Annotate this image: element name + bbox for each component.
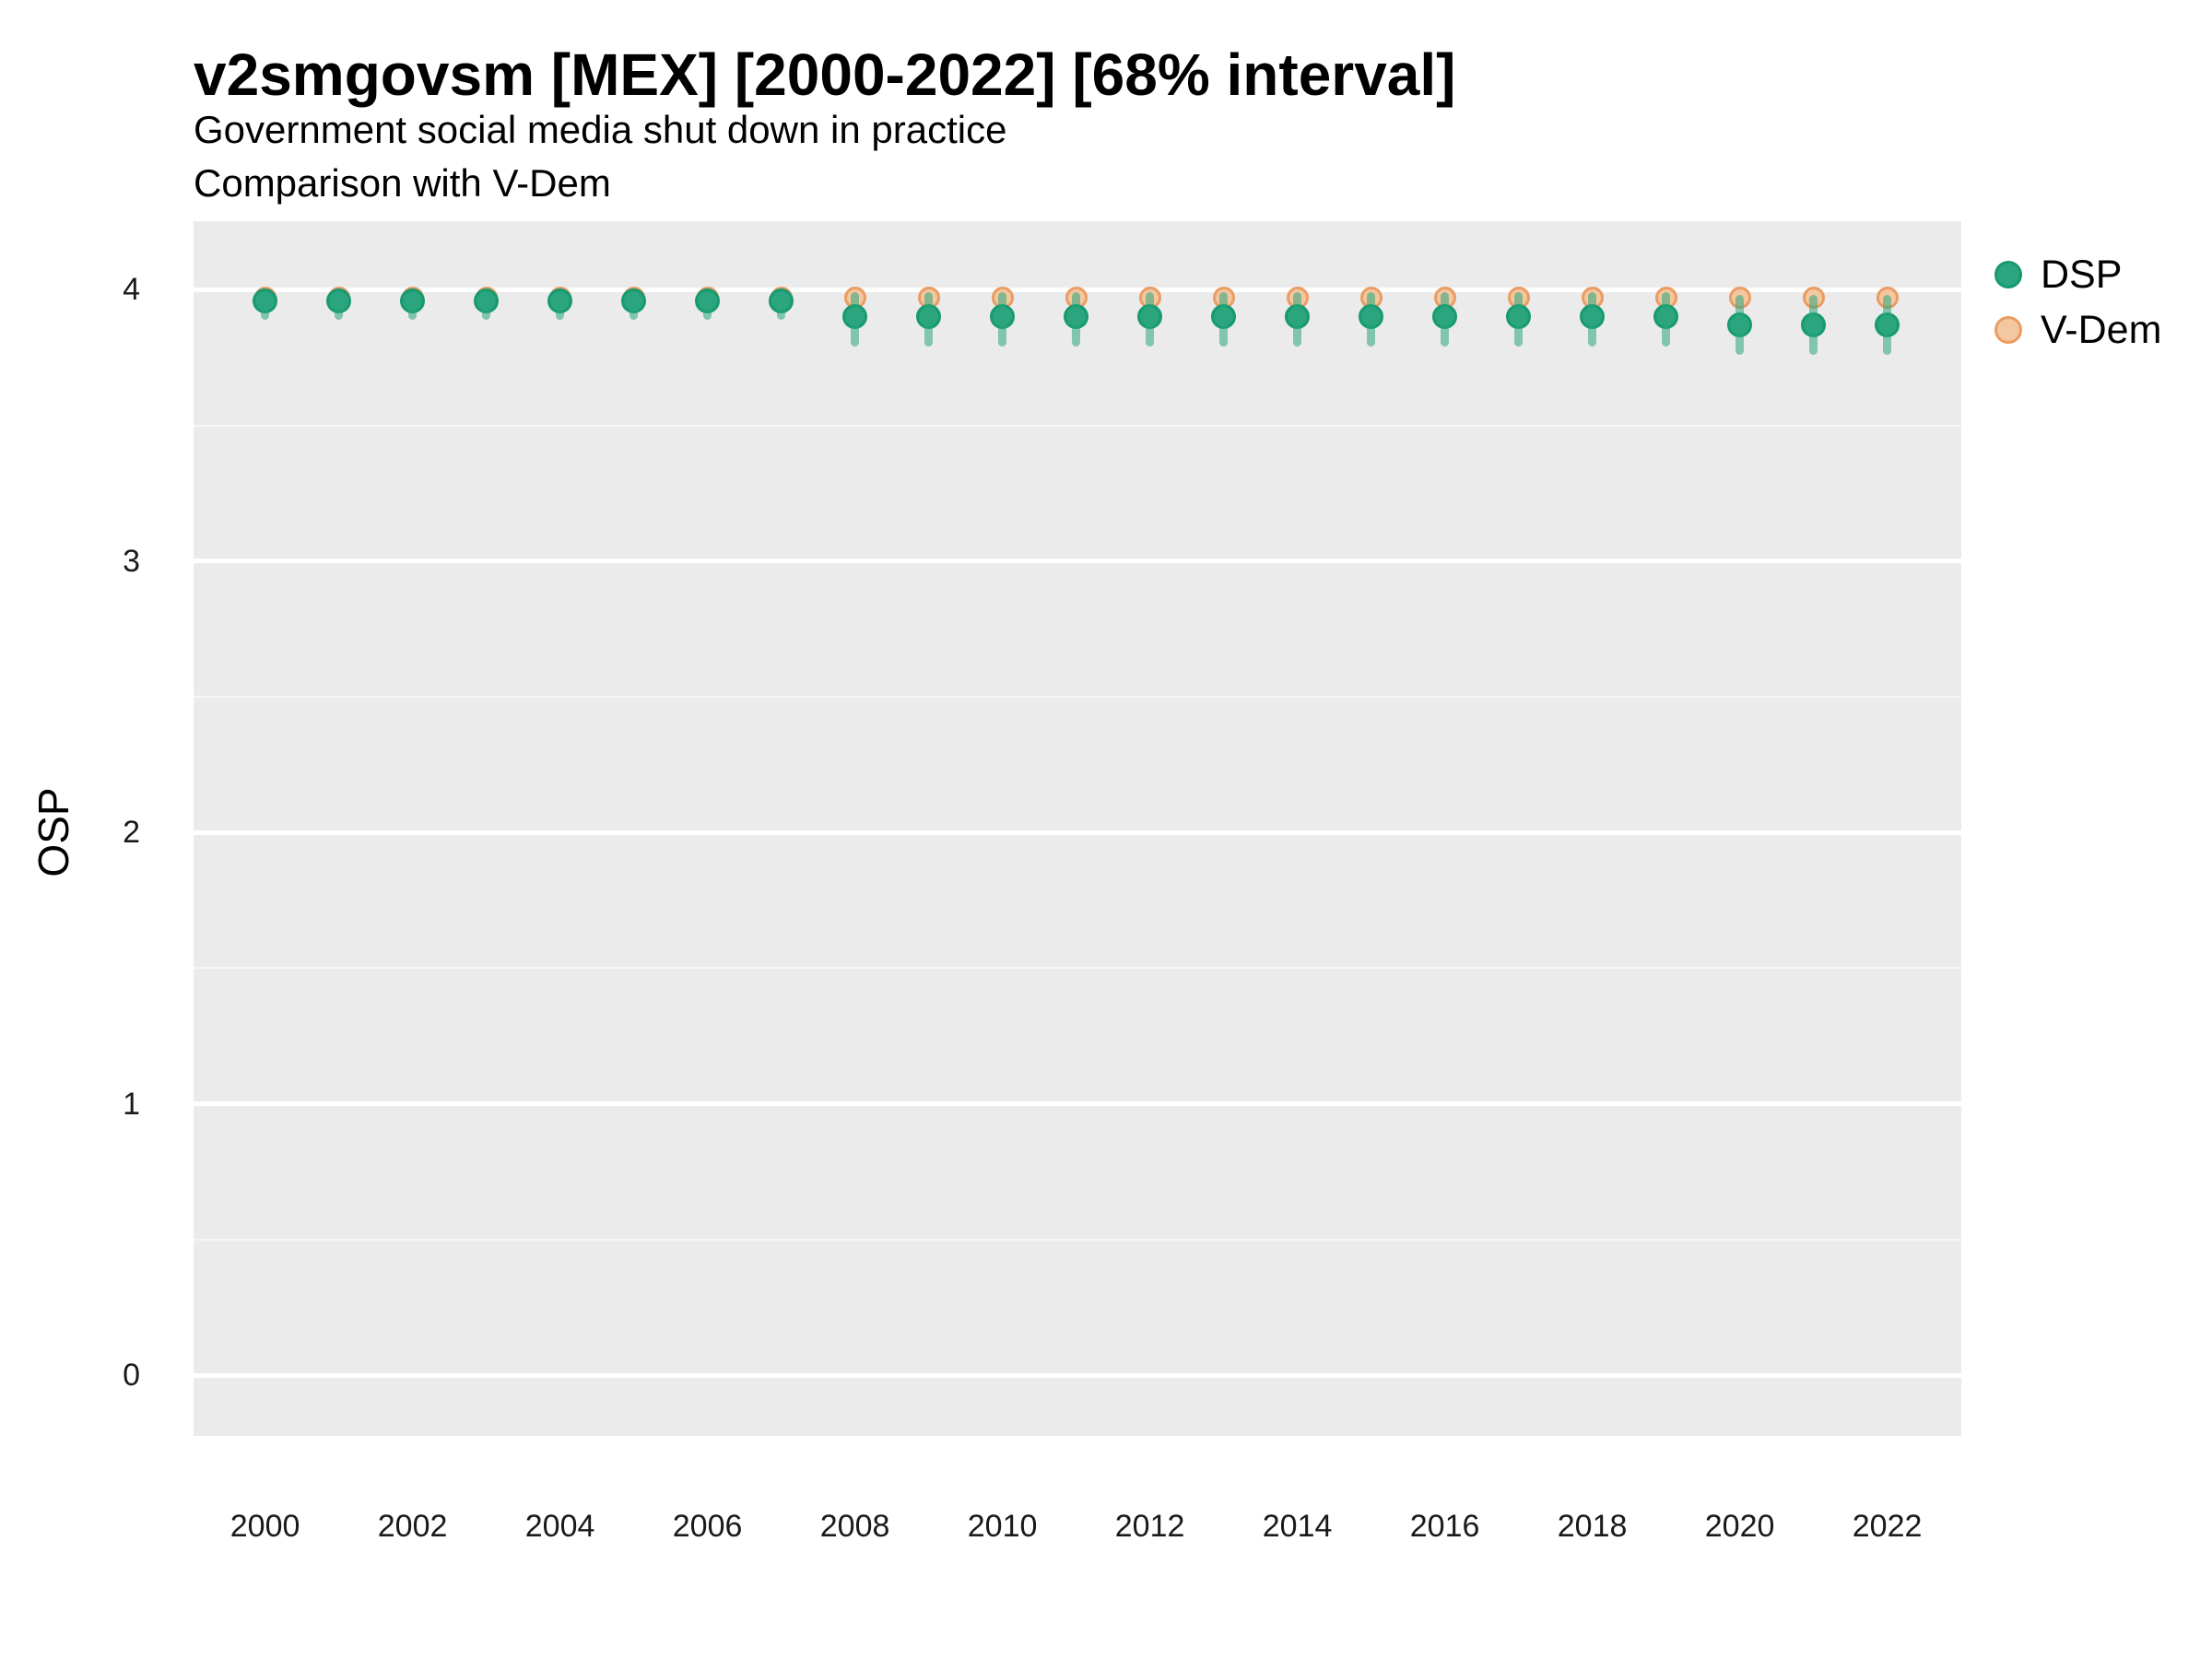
dsp-interval-bar xyxy=(924,292,934,347)
dsp-interval-bar xyxy=(1072,292,1081,347)
chart-subtitle: Government social media shut down in pra… xyxy=(194,108,1007,151)
minor-gridline xyxy=(194,1238,1961,1241)
x-tick-label: 2010 xyxy=(967,1509,1038,1544)
x-tick-label: 2008 xyxy=(819,1509,890,1544)
legend-label: V-Dem xyxy=(2041,307,2162,352)
x-tick-label: 2004 xyxy=(524,1509,595,1544)
minor-gridline xyxy=(194,695,1961,698)
x-tick-label: 2020 xyxy=(1704,1509,1775,1544)
legend: DSP V-Dem xyxy=(1994,247,2161,358)
dsp-interval-bar xyxy=(1735,295,1745,355)
dsp-interval-bar xyxy=(851,292,860,347)
y-tick-label: 4 xyxy=(123,272,140,308)
legend-item: V-Dem xyxy=(1994,302,2161,358)
major-gridline xyxy=(194,559,1961,564)
dsp-interval-bar xyxy=(777,292,786,320)
dsp-interval-bar xyxy=(1367,292,1376,347)
dsp-interval-bar xyxy=(998,292,1007,347)
dsp-interval-bar xyxy=(1809,295,1818,355)
dsp-interval-bar xyxy=(1293,292,1302,347)
legend-item: DSP xyxy=(1994,247,2161,302)
dsp-interval-bar xyxy=(703,292,712,320)
major-gridline xyxy=(194,1101,1961,1107)
major-gridline xyxy=(194,830,1961,835)
y-tick-label: 1 xyxy=(123,1086,140,1122)
dsp-interval-bar xyxy=(1883,295,1892,355)
x-tick-label: 2002 xyxy=(377,1509,448,1544)
x-tick-label: 2022 xyxy=(1852,1509,1923,1544)
x-tick-label: 2012 xyxy=(1114,1509,1185,1544)
dsp-interval-bar xyxy=(1219,292,1229,347)
dsp-interval-bar xyxy=(1146,292,1155,347)
major-gridline xyxy=(194,1372,1961,1378)
x-tick-label: 2016 xyxy=(1409,1509,1480,1544)
dsp-interval-bar xyxy=(408,292,418,320)
dsp-interval-bar xyxy=(335,292,344,320)
v-dem-legend-dot xyxy=(1994,316,2022,344)
legend-label: DSP xyxy=(2041,252,2123,297)
chart-title: v2smgovsm [MEX] [2000-2022] [68% interva… xyxy=(194,41,1456,108)
x-tick-label: 2014 xyxy=(1262,1509,1333,1544)
dsp-interval-bar xyxy=(1662,292,1671,347)
chart-comparison-note: Comparison with V-Dem xyxy=(194,161,611,205)
y-tick-label: 2 xyxy=(123,815,140,851)
plot-panel xyxy=(194,221,1961,1436)
minor-gridline xyxy=(194,967,1961,970)
x-tick-label: 2006 xyxy=(672,1509,743,1544)
dsp-interval-bar xyxy=(629,292,639,320)
x-tick-label: 2018 xyxy=(1557,1509,1628,1544)
dsp-interval-bar xyxy=(556,292,565,320)
dsp-interval-bar xyxy=(482,292,491,320)
y-tick-label: 0 xyxy=(123,1358,140,1394)
dsp-interval-bar xyxy=(1588,292,1597,347)
x-tick-label: 2000 xyxy=(229,1509,300,1544)
minor-gridline xyxy=(194,424,1961,427)
dsp-interval-bar xyxy=(261,292,270,320)
dsp-legend-dot xyxy=(1994,261,2022,288)
y-tick-label: 3 xyxy=(123,543,140,579)
dsp-interval-bar xyxy=(1514,292,1524,347)
dsp-interval-bar xyxy=(1441,292,1450,347)
